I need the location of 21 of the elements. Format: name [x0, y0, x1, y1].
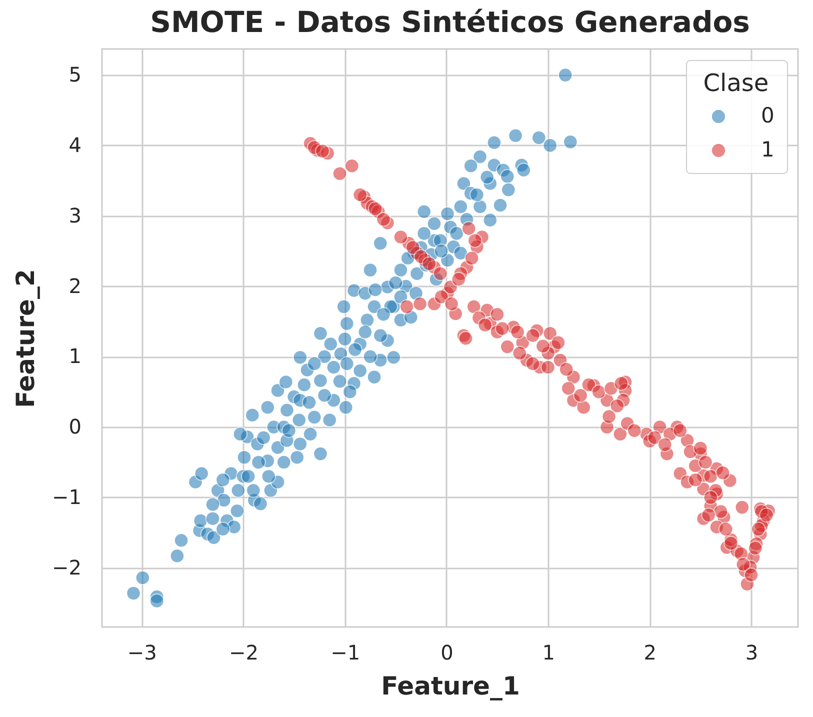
x-tick-label: −1 [330, 640, 360, 664]
legend-title: Clase [703, 69, 769, 97]
y-tick-label: 5 [68, 62, 82, 87]
x-tick-label: 0 [440, 640, 454, 664]
x-tick-label: −3 [127, 640, 157, 664]
chart-title: SMOTE - Datos Sintéticos Generados [150, 5, 750, 39]
y-tick-label: 3 [68, 203, 82, 228]
y-tick-label: 4 [68, 132, 82, 157]
legend-label: 0 [761, 104, 774, 128]
legend-label: 1 [761, 138, 774, 162]
y-tick-label: −2 [52, 555, 82, 580]
y-axis-title: Feature_2 [11, 269, 40, 408]
x-tick-label: 3 [745, 640, 758, 664]
x-tick-label: 1 [542, 640, 555, 664]
x-tick-label: 2 [644, 640, 657, 664]
y-tick-label: 0 [68, 414, 82, 439]
x-tick-label: −2 [228, 640, 258, 664]
x-axis-title: Feature_1 [381, 672, 520, 700]
y-tick-label: 1 [68, 344, 82, 368]
y-tick-label: 2 [68, 274, 82, 298]
y-tick-label: −1 [52, 484, 82, 509]
